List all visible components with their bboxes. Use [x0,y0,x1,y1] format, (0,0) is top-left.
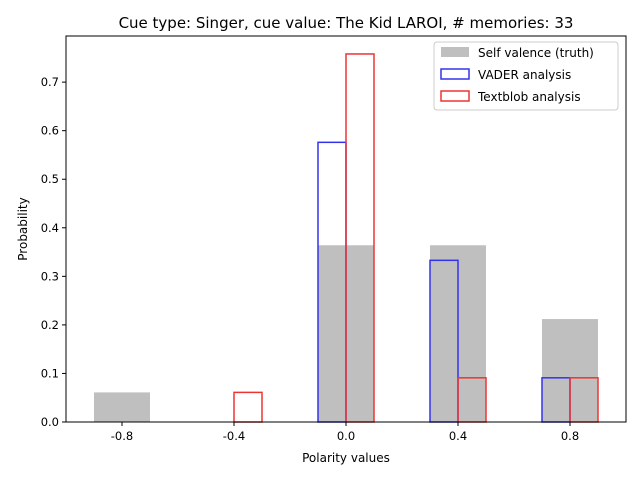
y-tick-label: 0.1 [41,366,59,380]
bar-truth-0 [94,392,150,422]
x-tick-label: -0.8 [111,429,133,443]
legend-swatch-vader [440,68,470,80]
x-tick-label: 0.0 [337,429,355,443]
x-tick-label: -0.4 [223,429,245,443]
legend-label-textblob: Textblob analysis [477,90,581,104]
y-tick-label: 0.5 [41,172,59,186]
y-tick-label: 0.4 [41,221,59,235]
y-tick-label: 0.6 [41,124,59,138]
chart-title: Cue type: Singer, cue value: The Kid LAR… [119,14,574,32]
legend-swatch-truth [441,47,469,57]
y-tick-label: 0.7 [41,75,59,89]
legend-label-vader: VADER analysis [478,68,571,82]
x-tick-label: 0.8 [561,429,579,443]
plot-frame [65,35,627,423]
x-axis-label: Polarity values [302,451,390,465]
y-axis-ticks: 0.0 0.1 0.2 0.3 0.4 0.5 0.6 0.7 [41,75,66,429]
y-tick-label: 0.3 [41,269,59,283]
y-axis-label: Probability [16,197,30,260]
y-tick-label: 0.0 [41,415,59,429]
legend: Self valence (truth) VADER analysis Text… [433,41,619,111]
legend-box [433,41,619,111]
legend-label-truth: Self valence (truth) [478,46,594,60]
y-tick-label: 0.2 [41,318,59,332]
x-tick-label: 0.4 [449,429,467,443]
x-axis-ticks: -0.8 -0.4 0.0 0.4 0.8 [111,422,579,443]
legend-swatch-textblob [440,90,470,102]
